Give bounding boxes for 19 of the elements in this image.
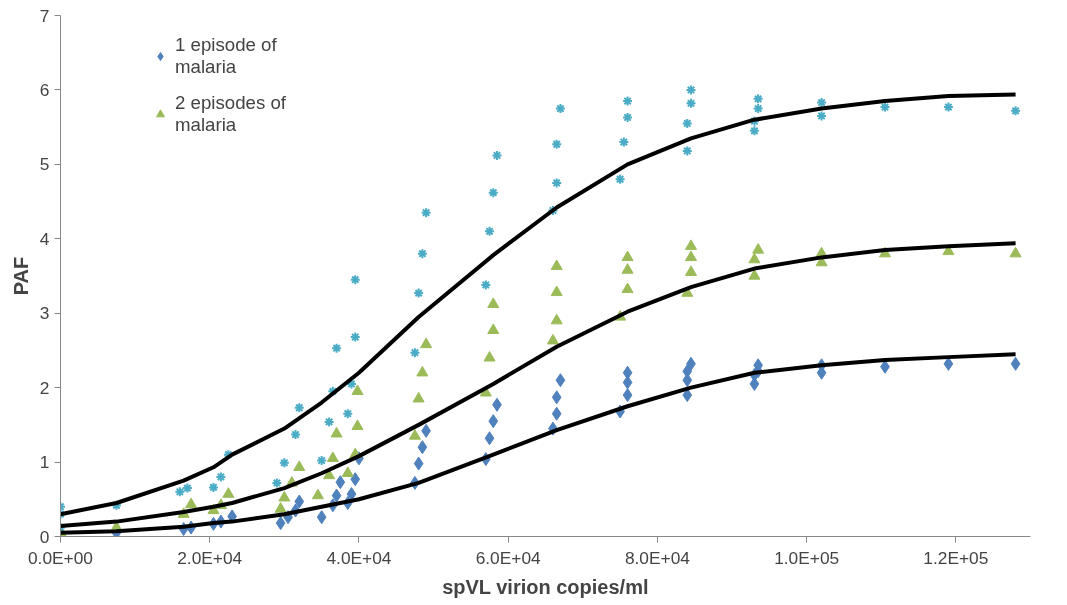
y-tick-label: 7: [39, 5, 50, 26]
x-axis-title: spVL virion copies/ml: [442, 575, 649, 598]
y-tick-label: 6: [39, 79, 50, 100]
x-tick-label: 1.0E+05: [774, 547, 840, 568]
y-tick-label: 2: [39, 377, 50, 398]
legend-label: 1 episode of malaria: [175, 34, 277, 78]
legend-label: 2 episodes of malaria: [175, 92, 286, 136]
x-tick-label: 8.0E+04: [624, 547, 691, 568]
y-axis-title: PAF: [9, 256, 32, 296]
x-tick-label: 4.0E+04: [326, 547, 392, 568]
x-tick-label: 2.0E+04: [177, 547, 243, 568]
x-tick-label: 0.0E+00: [27, 547, 94, 568]
y-tick-label: 5: [39, 154, 50, 175]
y-tick-label: 4: [39, 228, 50, 249]
x-tick-label: 6.0E+04: [475, 547, 542, 568]
y-tick-label: 1: [39, 452, 50, 473]
y-tick-label: 0: [39, 526, 50, 547]
x-tick-label: 1.2E+05: [923, 547, 989, 568]
y-tick-label: 3: [39, 303, 50, 324]
